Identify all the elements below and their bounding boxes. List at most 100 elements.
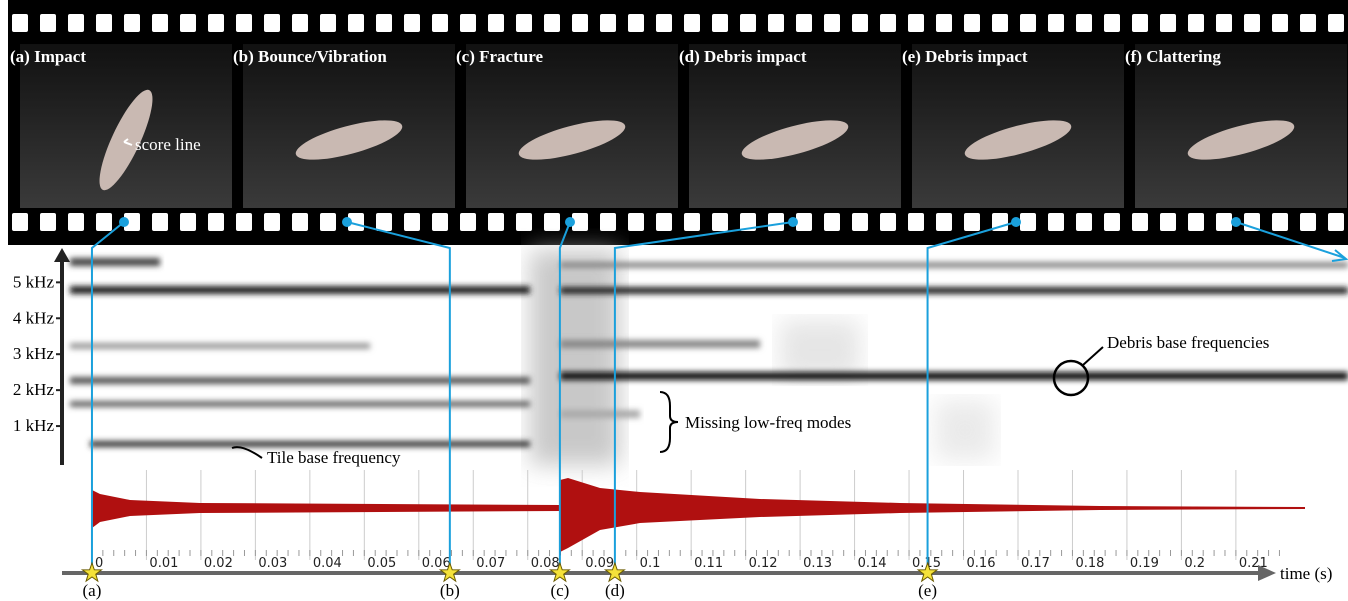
hole — [572, 14, 588, 32]
hole — [180, 14, 196, 32]
x-tick-label: 0.17 — [1021, 556, 1050, 571]
hole — [1076, 14, 1092, 32]
frame-label: (b) Bounce/Vibration — [233, 47, 387, 66]
hole — [208, 14, 224, 32]
x-tick-label: 0.11 — [694, 556, 723, 571]
event-label: (c) — [550, 581, 569, 600]
hole — [348, 14, 364, 32]
hole — [964, 14, 980, 32]
x-tick-label: 0.1 — [640, 556, 661, 571]
hole — [880, 213, 896, 231]
x-tick-label: 0.04 — [313, 556, 342, 571]
hole — [208, 213, 224, 231]
event-label: (a) — [83, 581, 102, 600]
hole — [320, 14, 336, 32]
hole — [96, 14, 112, 32]
hole — [544, 213, 560, 231]
hole — [12, 14, 28, 32]
hole — [124, 14, 140, 32]
hole — [152, 213, 168, 231]
hole — [628, 14, 644, 32]
figure: (a) Impact (b) Bounce/Vibration (c) Fractu… — [0, 0, 1348, 601]
hole — [1244, 14, 1260, 32]
x-tick-label: 0.19 — [1130, 556, 1159, 571]
hole — [908, 14, 924, 32]
connector — [347, 222, 450, 572]
hole — [824, 213, 840, 231]
hole — [1188, 213, 1204, 231]
hole — [852, 14, 868, 32]
hole — [68, 14, 84, 32]
hole — [712, 14, 728, 32]
hole — [936, 14, 952, 32]
y-tick-label: 5 kHz — [13, 272, 55, 291]
hole — [768, 14, 784, 32]
hole — [712, 213, 728, 231]
hole — [880, 14, 896, 32]
hole — [1048, 213, 1064, 231]
hole — [1272, 213, 1288, 231]
hole — [180, 213, 196, 231]
hole — [796, 14, 812, 32]
hole — [460, 14, 476, 32]
hole — [1272, 14, 1288, 32]
hole — [684, 213, 700, 231]
x-tick-label: 0.13 — [803, 556, 832, 571]
hole — [908, 213, 924, 231]
annotation: Debris base frequencies — [1107, 333, 1269, 352]
connector-dot — [1011, 217, 1021, 227]
frame-label: (a) Impact — [10, 47, 86, 66]
annotation: Tile base frequency — [267, 448, 401, 467]
hole — [1328, 14, 1344, 32]
hole — [460, 213, 476, 231]
hole — [936, 213, 952, 231]
y-tick-label: 3 kHz — [13, 344, 55, 363]
y-tick-label: 2 kHz — [13, 380, 55, 399]
hole — [1020, 213, 1036, 231]
hole — [684, 14, 700, 32]
x-tick-label: 0.01 — [149, 556, 178, 571]
hole — [992, 14, 1008, 32]
hole — [40, 14, 56, 32]
hole — [12, 213, 28, 231]
hole — [376, 213, 392, 231]
x-axis-label: time (s) — [1280, 564, 1332, 583]
hole — [1328, 213, 1344, 231]
hole — [404, 14, 420, 32]
hole — [1160, 14, 1176, 32]
hole — [1188, 14, 1204, 32]
brace — [660, 392, 678, 452]
connector — [928, 222, 1016, 572]
hole — [404, 213, 420, 231]
hole — [964, 213, 980, 231]
hole — [1048, 14, 1064, 32]
y-tick-label: 4 kHz — [13, 308, 55, 327]
frame-label: (c) Fracture — [456, 47, 543, 66]
hole — [68, 213, 84, 231]
hole — [824, 14, 840, 32]
x-tick-label: 0.06 — [422, 556, 451, 571]
hole — [796, 213, 812, 231]
hole — [656, 14, 672, 32]
frame-label: (f) Clattering — [1125, 47, 1221, 66]
hole — [40, 213, 56, 231]
event-label: (e) — [918, 581, 937, 600]
y-tick-label: 1 kHz — [13, 416, 55, 435]
spectrogram — [70, 250, 1348, 465]
hole — [292, 14, 308, 32]
hole — [1104, 14, 1120, 32]
hole — [600, 14, 616, 32]
x-tick-label: 0 — [95, 556, 103, 571]
x-tick-label: 0.2 — [1184, 556, 1205, 571]
hole — [488, 213, 504, 231]
hole — [600, 213, 616, 231]
connector-dot — [342, 217, 352, 227]
frame-label: (d) Debris impact — [679, 47, 807, 66]
hole — [432, 14, 448, 32]
hole — [96, 213, 112, 231]
hole — [544, 14, 560, 32]
x-tick-label: 0.03 — [258, 556, 287, 571]
x-tick-label: 0.08 — [531, 556, 560, 571]
hole — [264, 213, 280, 231]
hole — [1300, 14, 1316, 32]
